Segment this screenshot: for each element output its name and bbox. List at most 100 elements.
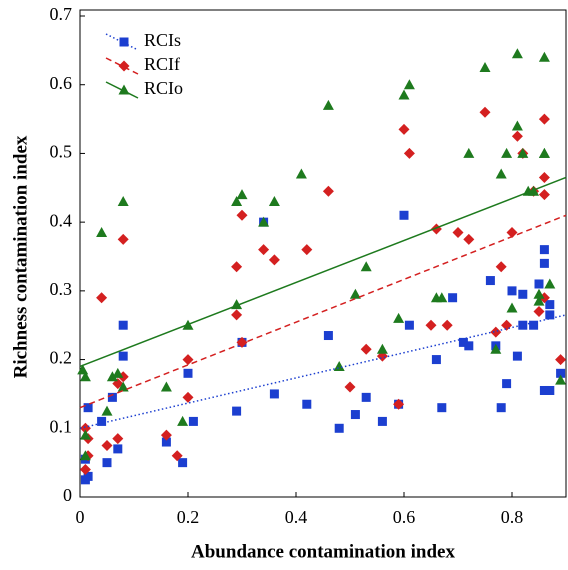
data-point (506, 226, 518, 238)
data-point (97, 416, 107, 426)
x-tick-label: 0.4 (285, 507, 308, 527)
data-point (177, 415, 189, 426)
y-tick-label: 0.3 (50, 279, 73, 299)
data-point (269, 389, 279, 399)
data-point (161, 437, 171, 447)
data-point (431, 355, 441, 365)
legend-label: RCIf (144, 54, 180, 74)
data-point (555, 354, 567, 366)
data-point (441, 319, 453, 331)
y-axis-label: Richness contamination index (10, 135, 31, 378)
data-point (96, 226, 108, 237)
data-point (545, 300, 555, 310)
data-point (79, 464, 91, 476)
data-point (350, 410, 360, 420)
y-tick-label: 0.4 (50, 210, 73, 230)
data-point (101, 405, 113, 416)
data-point (393, 398, 405, 410)
data-point (495, 261, 507, 273)
data-point (96, 292, 108, 304)
data-point (463, 233, 475, 245)
data-point (117, 381, 129, 392)
data-point (334, 423, 344, 433)
data-point (539, 385, 549, 395)
data-point (117, 233, 129, 245)
x-tick-label: 0.8 (501, 507, 524, 527)
data-point (268, 254, 280, 266)
data-point (361, 392, 371, 402)
data-point (322, 99, 334, 110)
data-point (398, 123, 410, 135)
data-point (79, 371, 91, 382)
data-point (171, 450, 183, 462)
x-axis-label: Abundance contamination index (191, 541, 455, 562)
data-point (545, 385, 555, 395)
data-point (556, 368, 566, 378)
data-point (544, 278, 556, 289)
data-point (107, 392, 117, 402)
data-point (403, 79, 415, 90)
data-point (160, 381, 172, 392)
data-point (511, 130, 523, 142)
data-point (529, 320, 539, 330)
data-point (377, 416, 387, 426)
data-point (79, 422, 91, 434)
data-point (495, 168, 507, 179)
data-point (83, 471, 93, 481)
legend-label: RCIo (144, 78, 183, 98)
data-point (160, 429, 172, 441)
data-point (398, 89, 410, 100)
data-point (258, 244, 270, 256)
data-point (436, 292, 448, 303)
trend-line (79, 314, 567, 430)
x-tick-label: 0.2 (177, 507, 200, 527)
y-tick-label: 0 (63, 485, 72, 505)
data-point (333, 360, 345, 371)
data-point (538, 171, 550, 183)
y-tick-label: 0.5 (50, 142, 73, 162)
data-point (538, 147, 550, 158)
data-point (178, 458, 188, 468)
data-point (118, 351, 128, 361)
x-tick-label: 0.6 (393, 507, 416, 527)
data-point (236, 189, 248, 200)
data-point (295, 168, 307, 179)
y-tick-label: 0.6 (50, 73, 73, 93)
data-point (112, 367, 124, 378)
data-point (79, 429, 91, 440)
legend-marker (119, 37, 129, 47)
data-point (83, 403, 93, 413)
legend-label: RCIs (144, 30, 181, 50)
data-point (506, 302, 518, 313)
data-point (490, 343, 502, 354)
trend-line (79, 214, 567, 409)
data-point (502, 379, 512, 389)
data-point (533, 295, 545, 306)
data-point (376, 343, 388, 354)
data-point (232, 406, 242, 416)
data-point (101, 439, 113, 451)
x-tick-label: 0 (76, 507, 85, 527)
data-point (511, 48, 523, 59)
data-point (496, 403, 506, 413)
data-point (538, 113, 550, 125)
data-point (302, 399, 312, 409)
data-point (518, 289, 528, 299)
data-point (182, 354, 194, 366)
data-point (113, 444, 123, 454)
data-point (448, 293, 458, 303)
data-point (344, 381, 356, 393)
data-point (322, 185, 334, 197)
data-point (539, 245, 549, 255)
data-point (518, 320, 528, 330)
legend-line (105, 57, 139, 75)
data-point (512, 351, 522, 361)
data-point (349, 288, 361, 299)
data-point (183, 368, 193, 378)
data-point (534, 279, 544, 289)
legend-marker (118, 84, 130, 95)
data-point (360, 343, 372, 355)
data-point (399, 210, 409, 220)
data-point (539, 258, 549, 268)
trend-line (79, 176, 567, 368)
